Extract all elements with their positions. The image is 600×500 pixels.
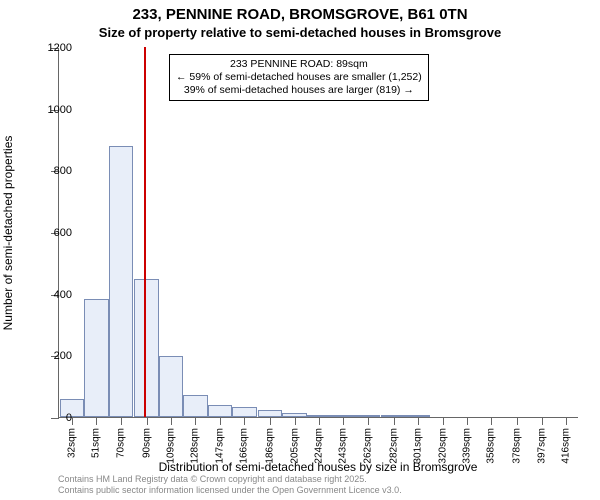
histogram-chart: 32sqm51sqm70sqm90sqm109sqm128sqm147sqm16… — [58, 48, 578, 418]
x-tick — [220, 417, 221, 425]
x-tick-label: 416sqm — [561, 428, 572, 464]
x-tick-label: 397sqm — [536, 428, 547, 464]
y-tick-label: 1200 — [32, 42, 72, 54]
annotation-box: 233 PENNINE ROAD: 89sqm← 59% of semi-det… — [169, 54, 429, 101]
x-tick — [171, 417, 172, 425]
y-tick-label: 1000 — [32, 104, 72, 116]
x-tick — [96, 417, 97, 425]
x-tick-label: 301sqm — [413, 428, 424, 464]
x-tick-label: 358sqm — [486, 428, 497, 464]
x-tick — [394, 417, 395, 425]
histogram-bar — [258, 410, 282, 417]
histogram-bar — [232, 407, 256, 417]
histogram-bar — [159, 356, 183, 417]
x-tick — [467, 417, 468, 425]
plot-area: 32sqm51sqm70sqm90sqm109sqm128sqm147sqm16… — [58, 48, 578, 418]
x-tick-label: 32sqm — [66, 428, 77, 458]
histogram-bar — [109, 146, 133, 417]
x-tick-label: 339sqm — [462, 428, 473, 464]
x-tick — [72, 417, 73, 425]
x-tick-label: 147sqm — [214, 428, 225, 464]
x-tick-label: 262sqm — [362, 428, 373, 464]
footer-line-1: Contains HM Land Registry data © Crown c… — [58, 474, 402, 485]
x-tick-label: 128sqm — [190, 428, 201, 464]
y-tick-label: 0 — [32, 412, 72, 424]
histogram-bar — [134, 279, 158, 417]
x-tick — [443, 417, 444, 425]
page-title: 233, PENNINE ROAD, BROMSGROVE, B61 0TN — [0, 0, 600, 23]
x-tick-label: 224sqm — [314, 428, 325, 464]
footer-attribution: Contains HM Land Registry data © Crown c… — [58, 474, 402, 496]
annotation-line-2: ← 59% of semi-detached houses are smalle… — [176, 71, 422, 84]
annotation-line-1: 233 PENNINE ROAD: 89sqm — [176, 58, 422, 71]
y-axis-label: Number of semi-detached properties — [1, 136, 15, 331]
histogram-bar — [84, 299, 108, 417]
annotation-line-3: 39% of semi-detached houses are larger (… — [176, 84, 422, 97]
x-tick — [244, 417, 245, 425]
x-tick — [566, 417, 567, 425]
x-axis-label: Distribution of semi-detached houses by … — [159, 460, 478, 474]
y-tick-label: 800 — [32, 165, 72, 177]
x-tick — [517, 417, 518, 425]
x-tick-label: 186sqm — [265, 428, 276, 464]
x-tick — [319, 417, 320, 425]
x-tick — [343, 417, 344, 425]
histogram-bar — [183, 395, 207, 417]
footer-line-2: Contains public sector information licen… — [58, 485, 402, 496]
x-tick-label: 166sqm — [239, 428, 250, 464]
x-tick-label: 243sqm — [338, 428, 349, 464]
x-tick-label: 378sqm — [512, 428, 523, 464]
x-tick — [147, 417, 148, 425]
x-tick-label: 70sqm — [115, 428, 126, 458]
x-tick-label: 320sqm — [437, 428, 448, 464]
x-tick — [121, 417, 122, 425]
x-tick — [542, 417, 543, 425]
histogram-bar — [208, 405, 232, 417]
x-tick — [491, 417, 492, 425]
x-tick-label: 282sqm — [388, 428, 399, 464]
y-tick-label: 600 — [32, 227, 72, 239]
page-subtitle: Size of property relative to semi-detach… — [0, 23, 600, 40]
x-tick-label: 51sqm — [91, 428, 102, 458]
property-marker-line — [144, 47, 146, 417]
chart-container: 233, PENNINE ROAD, BROMSGROVE, B61 0TN S… — [0, 0, 600, 500]
x-tick-label: 109sqm — [165, 428, 176, 464]
x-tick — [270, 417, 271, 425]
x-tick — [418, 417, 419, 425]
x-tick-label: 90sqm — [141, 428, 152, 458]
x-tick — [195, 417, 196, 425]
y-tick-label: 200 — [32, 350, 72, 362]
x-tick — [295, 417, 296, 425]
x-tick-label: 205sqm — [289, 428, 300, 464]
y-tick-label: 400 — [32, 289, 72, 301]
x-tick — [368, 417, 369, 425]
